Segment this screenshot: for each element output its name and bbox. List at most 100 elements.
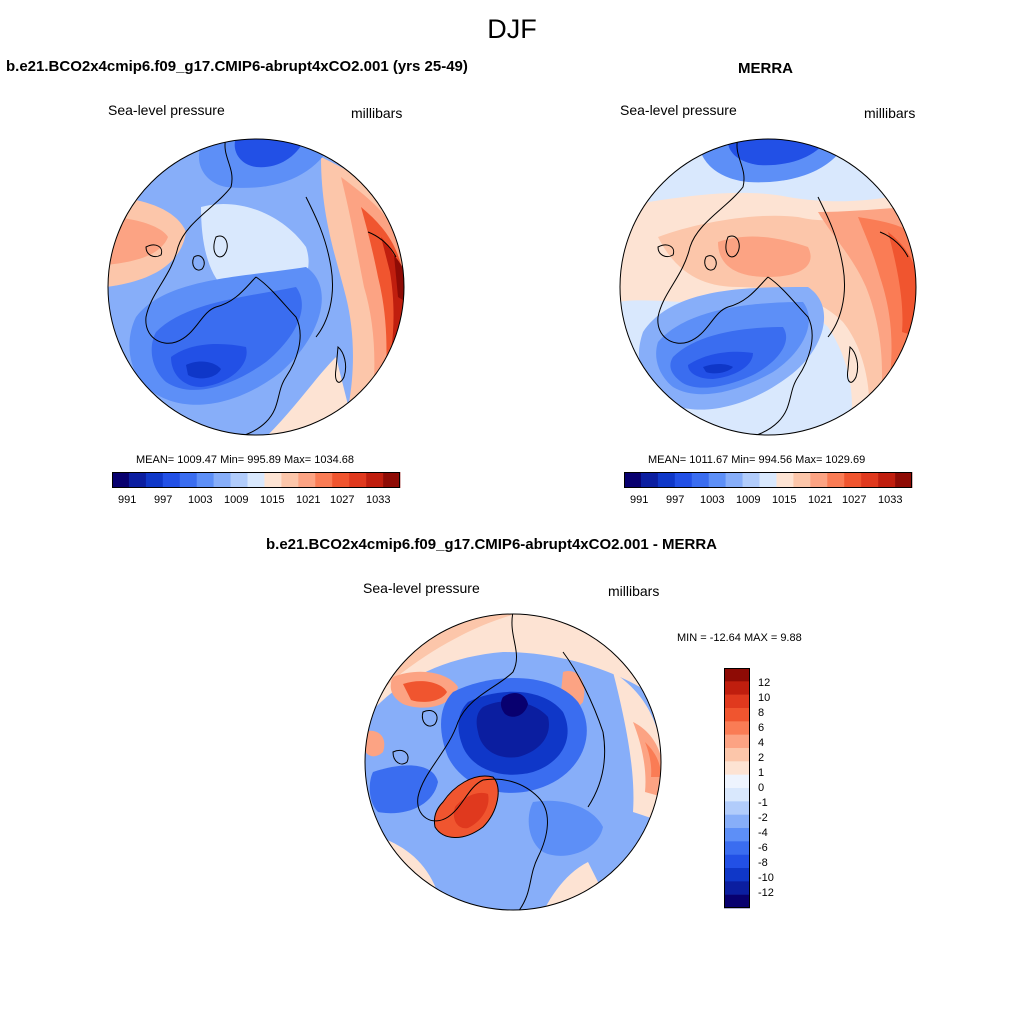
diff-colorbar-tick: 1 bbox=[758, 767, 765, 779]
colorbar-swatch bbox=[724, 721, 750, 735]
obs-colorbar-tick: 1033 bbox=[878, 494, 903, 506]
colorbar-swatch bbox=[776, 472, 794, 488]
colorbar-swatch bbox=[366, 472, 384, 488]
diff-polar-map bbox=[364, 613, 662, 911]
colorbar-swatch bbox=[230, 472, 248, 488]
colorbar-swatch bbox=[724, 734, 750, 749]
colorbar-border bbox=[112, 472, 400, 488]
colorbar-swatch bbox=[264, 472, 282, 488]
model-colorbar-ticks: 991 997 1003 1009 1015 1021 1027 1033 bbox=[112, 494, 400, 508]
colorbar-swatch bbox=[895, 472, 913, 488]
model-colorbar-tick: 1009 bbox=[224, 494, 249, 506]
colorbar-swatch bbox=[724, 828, 750, 842]
diff-colorbar-tick: -6 bbox=[758, 842, 768, 854]
obs-colorbar-tick: 997 bbox=[666, 494, 685, 506]
colorbar-swatch bbox=[724, 894, 750, 909]
diff-colorbar-ticks: 12 10 8 6 4 2 1 0 -1 -2 -4 -6 -8 -10 -12 bbox=[758, 668, 798, 908]
model-variable-label: Sea-level pressure bbox=[108, 102, 225, 118]
model-colorbar-tick: 1033 bbox=[366, 494, 391, 506]
colorbar-border bbox=[724, 668, 750, 908]
model-colorbar-tick: 1021 bbox=[296, 494, 321, 506]
diff-colorbar-tick: -2 bbox=[758, 812, 768, 824]
obs-units-label: millibars bbox=[864, 105, 916, 121]
obs-colorbar-tick: 1003 bbox=[700, 494, 725, 506]
colorbar-swatch bbox=[742, 472, 760, 488]
colorbar-swatch bbox=[708, 472, 726, 488]
colorbar-swatch bbox=[128, 472, 147, 488]
colorbar-swatch bbox=[827, 472, 845, 488]
colorbar-swatch bbox=[724, 788, 750, 802]
model-units-label: millibars bbox=[351, 105, 403, 121]
model-panel-title: b.e21.BCO2x4cmip6.f09_g17.CMIP6-abrupt4x… bbox=[6, 58, 468, 75]
colorbar-swatch bbox=[657, 472, 676, 488]
colorbar-swatch bbox=[724, 841, 750, 855]
model-colorbar-tick: 1003 bbox=[188, 494, 213, 506]
colorbar-swatch bbox=[298, 472, 316, 488]
diff-panel-title: b.e21.BCO2x4cmip6.f09_g17.CMIP6-abrupt4x… bbox=[266, 536, 717, 553]
colorbar-swatch bbox=[724, 868, 750, 882]
diff-variable-label: Sea-level pressure bbox=[363, 580, 480, 596]
colorbar-swatch bbox=[332, 472, 350, 488]
figure-title: DJF bbox=[487, 14, 537, 44]
model-colorbar-tick: 997 bbox=[154, 494, 173, 506]
obs-colorbar-tick: 1021 bbox=[808, 494, 833, 506]
colorbar-swatch bbox=[861, 472, 879, 488]
obs-colorbar bbox=[624, 472, 913, 488]
colorbar-swatch bbox=[162, 472, 181, 488]
colorbar-swatch bbox=[349, 472, 367, 488]
colorbar-swatch bbox=[725, 472, 743, 488]
model-stats: MEAN= 1009.47 Min= 995.89 Max= 1034.68 bbox=[136, 454, 355, 466]
diff-colorbar-tick: 6 bbox=[758, 722, 765, 734]
diff-colorbar-tick: -8 bbox=[758, 857, 768, 869]
diff-colorbar bbox=[724, 668, 750, 909]
model-colorbar-tick: 991 bbox=[118, 494, 137, 506]
colorbar-swatch bbox=[724, 708, 750, 722]
obs-colorbar-ticks: 991 997 1003 1009 1015 1021 1027 1033 bbox=[624, 494, 912, 508]
colorbar-swatch bbox=[724, 854, 750, 869]
colorbar-swatch bbox=[315, 472, 333, 488]
colorbar-swatch bbox=[793, 472, 811, 488]
model-colorbar bbox=[112, 472, 401, 488]
colorbar-swatch bbox=[724, 801, 750, 815]
obs-colorbar-tick: 991 bbox=[630, 494, 649, 506]
colorbar-swatch bbox=[179, 472, 197, 488]
colorbar-swatch bbox=[724, 774, 750, 789]
colorbar-swatch bbox=[724, 694, 750, 709]
colorbar-swatch bbox=[624, 472, 642, 488]
colorbar-swatch bbox=[759, 472, 777, 488]
colorbar-swatch bbox=[112, 472, 130, 488]
colorbar-swatch bbox=[213, 472, 231, 488]
colorbar-swatch bbox=[145, 472, 164, 488]
colorbar-swatch bbox=[810, 472, 828, 488]
colorbar-swatch bbox=[724, 881, 750, 895]
colorbar-swatch bbox=[724, 748, 750, 762]
colorbar-swatch bbox=[724, 814, 750, 829]
colorbar-swatch bbox=[691, 472, 709, 488]
diff-colorbar-tick: -1 bbox=[758, 797, 768, 809]
diff-colorbar-tick: 12 bbox=[758, 677, 771, 689]
model-colorbar-tick: 1015 bbox=[260, 494, 285, 506]
colorbar-border bbox=[624, 472, 912, 488]
obs-colorbar-tick: 1015 bbox=[772, 494, 797, 506]
colorbar-swatch bbox=[640, 472, 659, 488]
colorbar-swatch bbox=[196, 472, 214, 488]
diff-colorbar-tick: 2 bbox=[758, 752, 765, 764]
colorbar-swatch bbox=[247, 472, 265, 488]
diff-stats: MIN = -12.64 MAX = 9.88 bbox=[677, 632, 802, 644]
diff-units-label: millibars bbox=[608, 583, 660, 599]
diff-colorbar-tick: -4 bbox=[758, 827, 768, 839]
obs-colorbar-tick: 1027 bbox=[842, 494, 867, 506]
diff-colorbar-tick: -10 bbox=[758, 872, 774, 884]
obs-variable-label: Sea-level pressure bbox=[620, 102, 737, 118]
colorbar-swatch bbox=[383, 472, 401, 488]
colorbar-swatch bbox=[674, 472, 693, 488]
diff-colorbar-tick: 0 bbox=[758, 782, 765, 794]
model-colorbar-tick: 1027 bbox=[330, 494, 355, 506]
colorbar-swatch bbox=[878, 472, 896, 488]
obs-panel-title: MERRA bbox=[738, 60, 793, 77]
diff-colorbar-tick: 4 bbox=[758, 737, 765, 749]
colorbar-swatch bbox=[281, 472, 299, 488]
model-polar-map bbox=[107, 138, 405, 436]
obs-colorbar-tick: 1009 bbox=[736, 494, 761, 506]
colorbar-swatch bbox=[724, 761, 750, 775]
